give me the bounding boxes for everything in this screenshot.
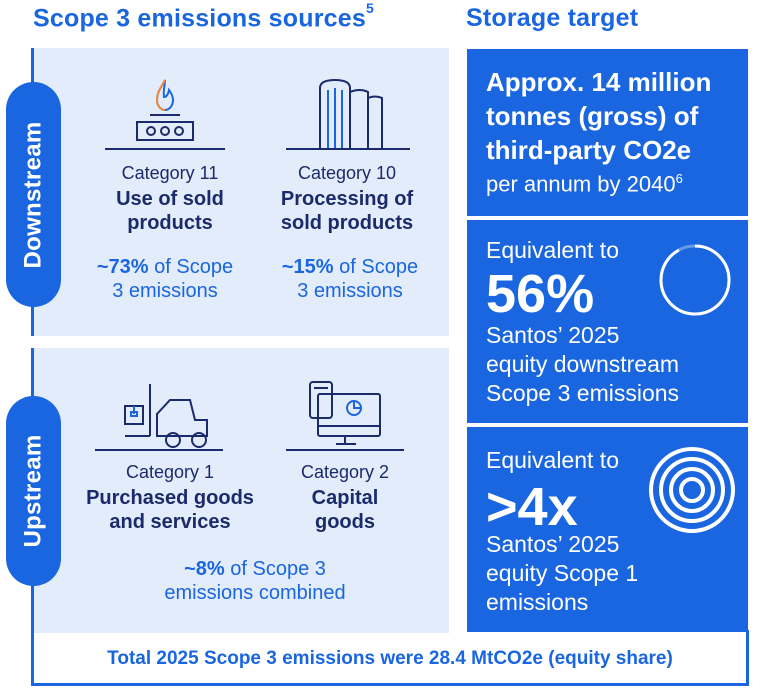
category-10-share: ~15% of Scope 3 emissions	[245, 255, 455, 303]
box3-intro: Equivalent to	[486, 447, 619, 473]
category-11-name: Use of sold products	[70, 187, 270, 235]
box2-big-value: 56%	[486, 264, 595, 324]
category-2-name-line1: Capital	[311, 487, 379, 509]
storage-box-target: Approx. 14 million tonnes (gross) of thi…	[467, 49, 748, 216]
category-1-name-line1: Purchased goods	[86, 487, 254, 509]
target-line4-text: per annum by 2040	[486, 171, 676, 197]
category-1-label: Category 1	[125, 462, 215, 482]
box3-line2: equity Scope 1	[486, 560, 639, 586]
total-emissions-footer: Total 2025 Scope 3 emissions were 28.4 M…	[107, 648, 673, 669]
downstream-panel	[34, 48, 449, 336]
category-11-label: Category 11	[121, 163, 219, 183]
category-10-name-line1: Processing of	[280, 188, 414, 210]
processing-tanks-icon	[286, 78, 410, 150]
category-10-pct-line2: 3 emissions	[297, 280, 403, 302]
computer-icon	[286, 381, 404, 451]
percent-ring-icon	[659, 244, 731, 316]
frame-right	[746, 630, 749, 686]
category-10-name-line2: sold products	[280, 212, 414, 234]
target-line3: third-party CO2e	[486, 135, 692, 165]
stove-flame-icon	[105, 79, 225, 150]
target-line1: Approx. 14 million	[486, 67, 712, 97]
category-10-pct: ~15%	[281, 256, 334, 278]
box3-line3: emissions	[486, 589, 589, 615]
category-2-name-line2: goods	[315, 511, 375, 533]
box3-big-value: >4x	[486, 477, 578, 537]
scope3-title-text: Scope 3 emissions sources	[33, 4, 366, 33]
category-10-pct-rest: of Scope	[333, 256, 419, 278]
upstream-pct: ~8%	[184, 558, 225, 580]
upstream-label: Upstream	[19, 434, 47, 548]
scope3-title: Scope 3 emissions sources5	[33, 0, 374, 33]
category-11-pct-line2: 3 emissions	[112, 280, 218, 302]
box2-line3: Scope 3 emissions	[486, 380, 680, 406]
storage-title: Storage target	[466, 4, 639, 32]
category-2-name: Capital goods	[245, 486, 445, 534]
box3-line1: Santos’ 2025	[486, 531, 620, 557]
target-footnote: 6	[675, 171, 683, 186]
category-1-name: Purchased goods and services	[55, 486, 285, 534]
forklift-icon	[95, 384, 223, 451]
target-line4: per annum by 20406	[486, 171, 683, 197]
frame-bottom	[31, 683, 749, 686]
category-1-name-line2: and services	[109, 511, 231, 533]
category-10-name: Processing of sold products	[247, 187, 447, 235]
category-10-label: Category 10	[297, 163, 397, 183]
upstream-pill: Upstream	[6, 396, 61, 586]
box2-line2: equity downstream	[486, 351, 680, 377]
downstream-pill: Downstream	[6, 82, 61, 307]
upstream-pct-rest: of Scope 3	[224, 558, 326, 580]
category-2-label: Category 2	[300, 462, 390, 482]
storage-box-downstream: Equivalent to 56% Santos’ 2025 equity do…	[467, 220, 748, 423]
category-11-share: ~73% of Scope 3 emissions	[60, 255, 270, 303]
upstream-share: ~8% of Scope 3 emissions combined	[130, 557, 380, 605]
box2-intro: Equivalent to	[486, 237, 619, 263]
storage-box-scope1: Equivalent to >4x Santos’ 2025 equity Sc…	[467, 427, 748, 632]
target-line2: tonnes (gross) of	[486, 101, 699, 131]
concentric-circles-icon	[649, 447, 735, 533]
box2-line1: Santos’ 2025	[486, 322, 620, 348]
category-11-pct-rest: of Scope	[148, 256, 234, 278]
downstream-label: Downstream	[19, 120, 47, 269]
upstream-pct-line2: emissions combined	[164, 582, 346, 604]
category-11-name-line2: products	[127, 212, 213, 234]
category-11-name-line1: Use of sold	[116, 188, 224, 210]
scope3-title-footnote: 5	[365, 0, 374, 16]
category-11-pct: ~73%	[96, 256, 149, 278]
